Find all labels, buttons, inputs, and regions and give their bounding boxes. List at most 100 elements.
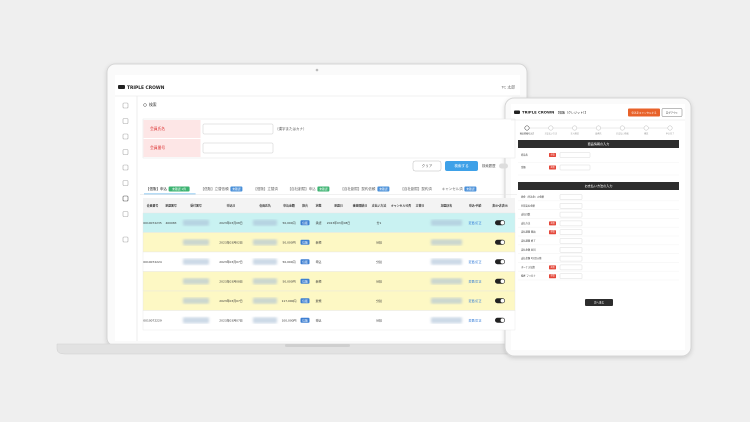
blurred-cell (253, 278, 277, 285)
edit-link[interactable]: 変更/訂正 (468, 259, 481, 264)
cancel-label: 申込をキャンセルする (631, 111, 657, 115)
sidebar-icon[interactable] (122, 211, 129, 217)
search-button-label: 検索する (454, 163, 469, 168)
table-cell: 117,000円 (282, 299, 297, 303)
field-input[interactable] (559, 229, 583, 235)
sidebar-icon[interactable] (122, 102, 129, 109)
required-label: 必須 (550, 230, 554, 234)
table-cell: 分割 (376, 259, 382, 264)
column-header: 状態 (316, 203, 322, 208)
step-label: 勤務先 (595, 132, 601, 136)
required-label: 必須 (550, 165, 554, 169)
history-label: 検索履歴 (482, 163, 496, 168)
field-input[interactable] (559, 164, 591, 171)
tab-label[interactable]: 【信販】立替依頼 (201, 186, 229, 191)
step-dot (524, 125, 530, 131)
tab-label[interactable]: 【自社割賦】契約済 (400, 186, 432, 191)
table-cell: 分割 (376, 239, 382, 244)
tab-label[interactable]: 【自社割賦】契約依頼 (340, 186, 375, 191)
column-header: 会員番号 (146, 203, 159, 208)
clear-button[interactable] (412, 160, 442, 172)
tab-badge (377, 186, 390, 192)
tab-badge (464, 186, 477, 192)
column-header: 承認日 (333, 203, 343, 208)
field-label: 支払金額 2回目以降 (521, 256, 542, 260)
search-title: 検索 (149, 102, 157, 107)
edit-link[interactable]: 変更/訂正 (468, 298, 481, 303)
tab-label[interactable]: 【信販】申込 (146, 186, 167, 191)
step-label: お支払い方法 (545, 132, 557, 136)
edit-link[interactable]: 変更/訂正 (468, 220, 481, 225)
sidebar-icon[interactable] (122, 118, 129, 124)
step-label: お支払い情報 (616, 132, 629, 136)
section-title: 商品情報の入力 (588, 141, 610, 146)
sidebar-icon[interactable] (122, 195, 129, 202)
cancel-button[interactable] (628, 108, 660, 117)
tab-label[interactable]: キャンセル済 (442, 186, 463, 191)
tab-label[interactable]: 【自社割賦】申込 (288, 186, 316, 191)
status-badge (300, 278, 310, 284)
tab-label[interactable]: 【信販】立替済 (253, 186, 278, 191)
field-input[interactable] (559, 273, 583, 279)
status-badge-text: 信販 (302, 221, 308, 225)
text-input[interactable] (202, 142, 274, 154)
laptop-app: TRIPLE CROWN TC 太郎検索会員氏名 （漢字またはカナ）会員番号クリア検… (118, 85, 517, 331)
field-label: 支払期間 終了 (521, 239, 536, 243)
history-toggle[interactable] (499, 163, 508, 169)
column-header: キャンセル可否 (391, 203, 411, 208)
section-title: お支払い方法の入力 (585, 183, 613, 188)
text-input[interactable] (202, 123, 274, 135)
table-row (142, 310, 516, 331)
next-label: 次へ進む (594, 301, 605, 305)
logout-button[interactable] (661, 108, 683, 117)
status-badge-text: 信販 (302, 299, 308, 303)
field-input[interactable] (559, 247, 583, 253)
field-input[interactable] (559, 238, 583, 244)
sidebar-icon[interactable] (122, 133, 129, 140)
tab-badge (317, 186, 330, 192)
field-input[interactable] (559, 255, 583, 262)
next-button[interactable] (585, 299, 613, 306)
field-label: 支払回数 (521, 212, 531, 216)
step-dot (572, 125, 578, 131)
form-hint: （漢字またはカナ） (275, 126, 307, 131)
tablet-logo-icon (514, 110, 520, 114)
form-label: 会員番号 (150, 145, 165, 150)
edit-link[interactable]: 変更/訂正 (468, 317, 481, 322)
blurred-cell (431, 219, 462, 226)
table-cell: 分1 (377, 220, 382, 225)
sidebar-icon[interactable] (122, 164, 129, 171)
field-input[interactable] (559, 264, 583, 271)
laptop-notch (285, 344, 350, 347)
search-button[interactable] (445, 161, 478, 171)
sidebar-icon[interactable] (122, 180, 129, 186)
field-input[interactable] (559, 220, 583, 227)
status-badge-text: 信販 (302, 318, 308, 322)
column-header: 加盟店名 (440, 203, 453, 208)
field-input[interactable] (559, 152, 591, 158)
column-header: 受付番号 (190, 203, 202, 208)
table-cell: 2023年03月07日 (219, 259, 242, 264)
blurred-cell (183, 317, 209, 324)
table-cell: 0010072235 (143, 221, 162, 225)
clear-label: クリア (422, 163, 433, 168)
step-label: 申込完了 (666, 132, 674, 136)
sidebar-icon[interactable] (122, 149, 129, 155)
table-cell: 2023年03月07日 (219, 298, 242, 303)
sidebar-icon[interactable] (122, 236, 129, 243)
required-label: 必須 (550, 153, 554, 157)
status-badge-text: 信販 (302, 279, 308, 283)
table-cell: 新規 (316, 239, 322, 244)
table-cell: 2023年03月08日 (219, 278, 242, 283)
column-header: 審査開始日 (352, 203, 368, 208)
blurred-cell (183, 297, 209, 304)
required-label: 必須 (550, 274, 554, 278)
field-input[interactable] (559, 211, 583, 218)
tab-badge (168, 186, 190, 192)
field-label: 分割支払金額 (521, 203, 535, 207)
field-input[interactable] (559, 203, 583, 209)
field-input[interactable] (559, 194, 583, 200)
edit-link[interactable]: 変更/訂正 (468, 278, 481, 283)
